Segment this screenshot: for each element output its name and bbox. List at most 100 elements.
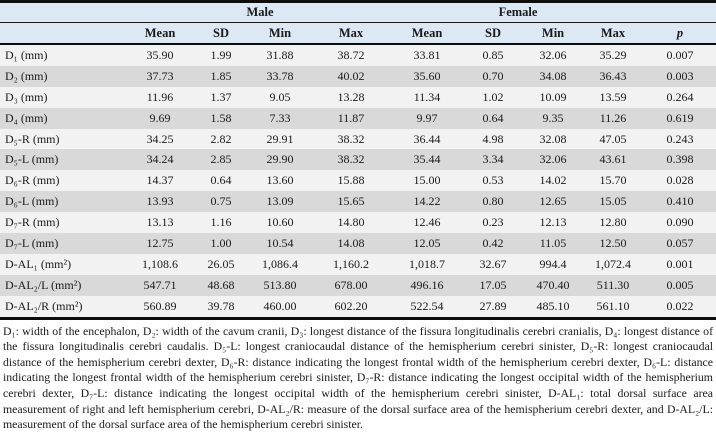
value-cell: 14.08 bbox=[337, 235, 365, 250]
value-cell: 7.33 bbox=[269, 110, 291, 125]
row-label: D₇-L (mm) bbox=[5, 235, 59, 250]
value-cell: 34.25 bbox=[146, 131, 174, 146]
value-cell: 32.08 bbox=[539, 131, 567, 146]
value-cell: 39.78 bbox=[207, 298, 235, 313]
value-cell: 0.022 bbox=[666, 298, 694, 313]
group-header-female: Female bbox=[392, 1, 645, 23]
value-cell: 27.89 bbox=[479, 298, 507, 313]
value-cell: 13.60 bbox=[266, 173, 294, 188]
value-cell: 9.97 bbox=[416, 110, 438, 125]
row-label: D-AL₂/R (mm²) bbox=[5, 298, 83, 313]
value-cell: 1,018.7 bbox=[409, 256, 446, 271]
value-cell: 9.05 bbox=[269, 89, 291, 104]
value-cell: 35.90 bbox=[146, 47, 174, 62]
table-body: D₁ (mm) 35.90 1.99 31.88 38.72 33.81 0.85 32.06… bbox=[0, 44, 716, 319]
value-cell: 0.003 bbox=[666, 68, 694, 83]
value-cell: 35.60 bbox=[413, 68, 441, 83]
value-cell: 0.028 bbox=[666, 173, 694, 188]
table-row: D₄ (mm) 9.69 1.58 7.33 11.87 9.97 0.64 9.35 11.2… bbox=[0, 107, 716, 129]
value-cell: 0.007 bbox=[666, 47, 694, 62]
value-cell: 15.88 bbox=[337, 173, 365, 188]
table-row: D-AL₂/R (mm²) 560.89 39.78 460.00 602.20 522.… bbox=[0, 295, 716, 319]
value-cell: 0.619 bbox=[666, 110, 694, 125]
value-cell: 12.05 bbox=[413, 235, 441, 250]
table-row: D₆-L (mm) 13.93 0.75 13.09 15.65 14.22 0.80 12.… bbox=[0, 191, 716, 213]
value-cell: 1.99 bbox=[210, 47, 232, 62]
value-cell: 560.89 bbox=[143, 298, 177, 313]
value-cell: 13.59 bbox=[599, 89, 627, 104]
value-cell: 35.29 bbox=[599, 47, 627, 62]
value-cell: 511.30 bbox=[596, 277, 630, 292]
value-cell: 561.10 bbox=[596, 298, 630, 313]
value-cell: 12.46 bbox=[413, 215, 441, 230]
row-label: D₃ (mm) bbox=[5, 89, 48, 104]
row-label: D₆-R (mm) bbox=[5, 173, 60, 188]
value-cell: 2.85 bbox=[210, 152, 232, 167]
value-cell: 40.02 bbox=[337, 68, 365, 83]
value-cell: 29.91 bbox=[266, 131, 294, 146]
value-cell: 513.80 bbox=[263, 277, 297, 292]
value-cell: 11.87 bbox=[337, 110, 365, 125]
value-cell: 12.80 bbox=[599, 215, 627, 230]
row-label: D-AL₂/L (mm²) bbox=[5, 277, 82, 292]
corner-cell bbox=[0, 1, 128, 23]
value-cell: 14.02 bbox=[539, 173, 567, 188]
value-cell: 470.40 bbox=[536, 277, 570, 292]
value-cell: 15.70 bbox=[599, 173, 627, 188]
value-cell: 13.09 bbox=[266, 194, 294, 209]
value-cell: 1,072.4 bbox=[595, 256, 632, 271]
value-cell: 0.80 bbox=[482, 194, 504, 209]
group-header-p-spacer bbox=[644, 1, 716, 23]
value-cell: 38.32 bbox=[337, 152, 365, 167]
value-cell: 32.06 bbox=[539, 152, 567, 167]
value-cell: 522.54 bbox=[410, 298, 444, 313]
value-cell: 9.35 bbox=[542, 110, 564, 125]
measurements-table: Male Female Mean SD Min Max Mean SD Min … bbox=[0, 0, 716, 320]
table-row: D₅-R (mm) 34.25 2.82 29.91 38.32 36.44 4.98 32.… bbox=[0, 128, 716, 150]
value-cell: 1,160.2 bbox=[333, 256, 369, 271]
value-cell: 34.08 bbox=[539, 68, 567, 83]
value-cell: 0.410 bbox=[666, 194, 694, 209]
value-cell: 33.81 bbox=[413, 47, 441, 62]
value-cell: 14.22 bbox=[413, 194, 441, 209]
value-cell: 32.06 bbox=[539, 47, 567, 62]
value-cell: 547.71 bbox=[143, 277, 177, 292]
value-cell: 0.398 bbox=[666, 152, 694, 167]
value-cell: 15.65 bbox=[337, 194, 365, 209]
row-label: D₆-L (mm) bbox=[5, 194, 59, 209]
value-cell: 0.53 bbox=[482, 173, 504, 188]
value-cell: 36.44 bbox=[413, 131, 441, 146]
value-cell: 602.20 bbox=[334, 298, 368, 313]
value-cell: 11.26 bbox=[599, 110, 627, 125]
value-cell: 2.82 bbox=[210, 131, 232, 146]
value-cell: 1.00 bbox=[210, 235, 232, 250]
value-cell: 48.68 bbox=[207, 277, 235, 292]
value-cell: 0.64 bbox=[482, 110, 504, 125]
value-cell: 10.09 bbox=[539, 89, 567, 104]
value-cell: 496.16 bbox=[410, 277, 444, 292]
value-cell: 0.23 bbox=[482, 215, 504, 230]
value-cell: 1.58 bbox=[210, 110, 232, 125]
row-label: D₅-R (mm) bbox=[5, 131, 60, 146]
value-cell: 0.005 bbox=[666, 277, 694, 292]
table-row: D₇-R (mm) 13.13 1.16 10.60 14.80 12.46 0.23 12.… bbox=[0, 212, 716, 234]
group-header-male: Male bbox=[128, 1, 393, 23]
col-header-female-sd: SD bbox=[462, 22, 525, 45]
value-cell: 994.4 bbox=[539, 256, 567, 271]
value-cell: 43.61 bbox=[599, 152, 627, 167]
value-cell: 4.98 bbox=[482, 131, 504, 146]
value-cell: 0.001 bbox=[666, 256, 694, 271]
col-header-male-sd: SD bbox=[192, 22, 250, 45]
col-header-female-min: Min bbox=[524, 22, 583, 45]
value-cell: 35.44 bbox=[413, 152, 441, 167]
col-header-male-mean: Mean bbox=[128, 22, 192, 45]
table-row: D-AL₂/L (mm²) 547.71 48.68 513.80 678.00 496.… bbox=[0, 274, 716, 296]
row-label: D₁ (mm) bbox=[5, 47, 48, 62]
table-row: D₆-R (mm) 14.37 0.64 13.60 15.88 15.00 0.53 14.… bbox=[0, 170, 716, 192]
value-cell: 12.50 bbox=[599, 235, 627, 250]
value-cell: 9.69 bbox=[149, 110, 171, 125]
value-cell: 1.02 bbox=[482, 89, 504, 104]
value-cell: 0.090 bbox=[666, 215, 694, 230]
value-cell: 37.73 bbox=[146, 68, 174, 83]
value-cell: 47.05 bbox=[599, 131, 627, 146]
